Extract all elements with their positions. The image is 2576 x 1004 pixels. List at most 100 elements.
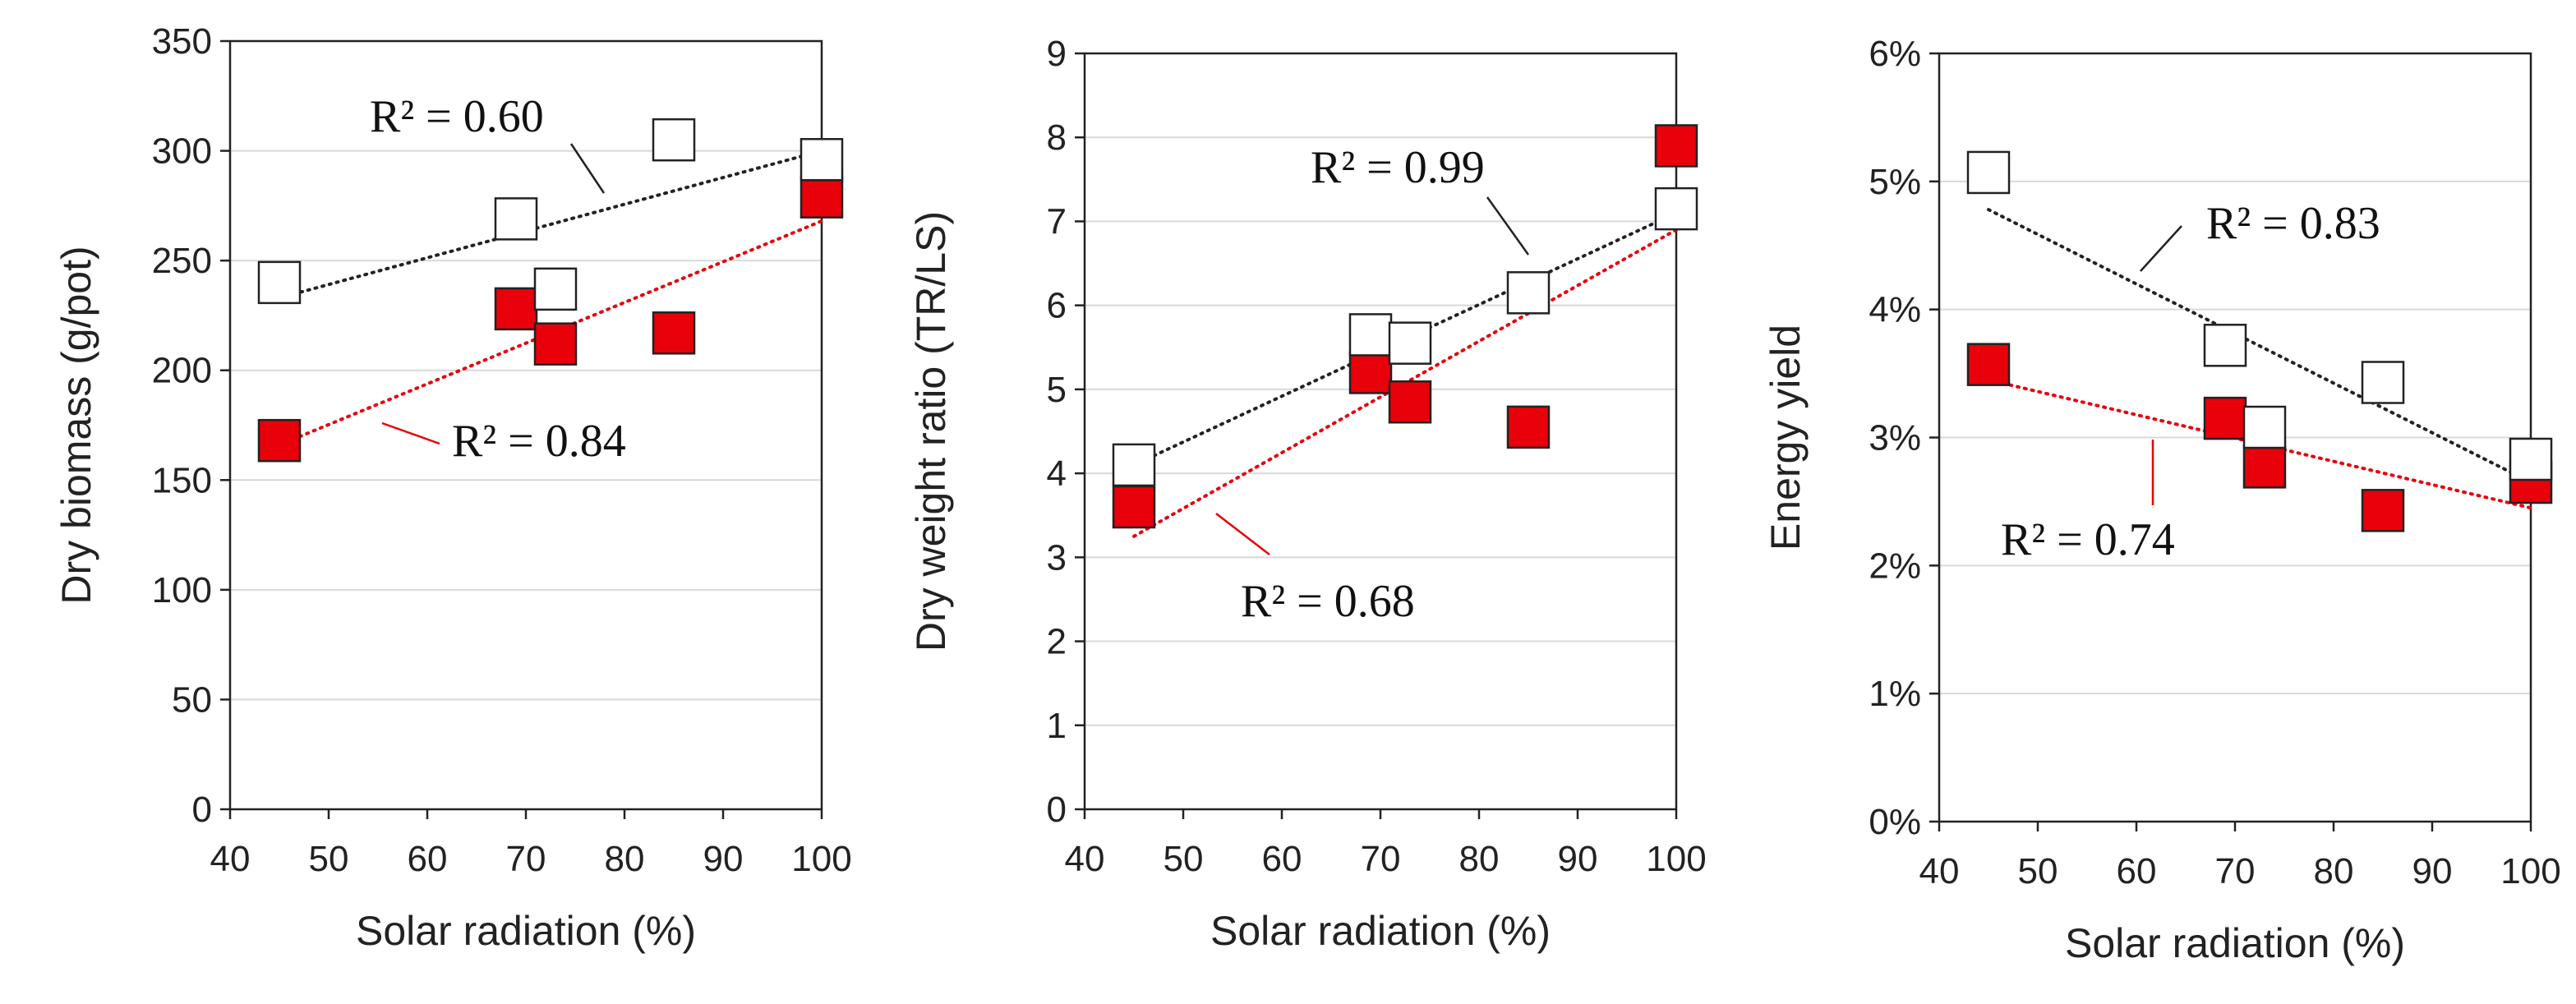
x-axis-label: Solar radiation (%) xyxy=(1210,908,1551,954)
data-point-open xyxy=(1966,150,2011,195)
r2-leader-line xyxy=(2140,225,2182,272)
data-point-filled xyxy=(2242,445,2287,489)
r2-label-filled: R² = 0.84 xyxy=(452,416,626,467)
trendline-filled xyxy=(278,219,823,447)
data-point-filled xyxy=(494,287,538,331)
y-axis-label: Dry biomass (g/pot) xyxy=(53,246,99,604)
x-tick-label: 80 xyxy=(605,839,645,879)
y-tick-label: 5 xyxy=(1047,370,1067,410)
x-tick-label: 60 xyxy=(2117,851,2157,891)
data-point-filled xyxy=(1112,485,1156,529)
data-point-filled xyxy=(533,322,578,366)
y-tick-label: 50 xyxy=(172,679,212,720)
y-tick-label: 0 xyxy=(1047,790,1067,830)
x-tick-label: 100 xyxy=(2500,851,2560,891)
x-axis-label: Solar radiation (%) xyxy=(2065,920,2405,966)
x-tick-label: 50 xyxy=(2018,851,2058,891)
y-tick-label: 7 xyxy=(1047,201,1067,242)
y-tick-label: 0 xyxy=(192,790,212,830)
r2-leader-line xyxy=(381,421,440,445)
x-tick-label: 100 xyxy=(1646,839,1706,879)
x-tick-label: 90 xyxy=(703,839,744,879)
data-point-filled xyxy=(257,418,302,463)
data-point-open xyxy=(533,267,578,311)
data-point-open xyxy=(1348,313,1393,357)
y-tick-label: 1% xyxy=(1869,674,1921,714)
y-tick-label: 3% xyxy=(1869,418,1921,458)
r2-leader-line xyxy=(1215,513,1270,555)
y-tick-label: 5% xyxy=(1869,162,1921,202)
y-tick-label: 6% xyxy=(1869,34,1921,74)
chart-2: 0 1 2 3 4 5 6 7 8 9 40 50 60 70 80 90 100 Solar radiation… xyxy=(908,34,1707,954)
data-point-open xyxy=(2361,361,2405,404)
y-tick-label: 9 xyxy=(1047,34,1067,74)
y-tick-label: 6 xyxy=(1047,286,1067,326)
data-point-filled xyxy=(1388,380,1432,424)
x-tick-label: 80 xyxy=(1459,839,1500,879)
r2-label-open: R² = 0.83 xyxy=(2206,198,2380,249)
data-point-open xyxy=(1506,271,1551,315)
y-tick-label: 4 xyxy=(1047,454,1067,494)
x-tick-label: 70 xyxy=(1361,839,1401,879)
trendline-filled xyxy=(1987,378,2532,510)
chart-3: 0% 1% 2% 3% 4% 5% 6% 40 50 60 70 80 90 100 Solar radia… xyxy=(1763,34,2561,966)
data-point-filled xyxy=(1654,124,1698,168)
r2-label-open: R² = 0.60 xyxy=(370,91,544,142)
data-point-filled xyxy=(1506,405,1551,449)
data-point-filled xyxy=(1348,351,1393,394)
y-tick-label: 2% xyxy=(1869,546,1921,586)
y-tick-label: 100 xyxy=(152,570,212,610)
x-tick-label: 60 xyxy=(1262,839,1302,879)
x-tick-label: 50 xyxy=(1164,839,1204,879)
x-axis-label: Solar radiation (%) xyxy=(356,908,696,954)
y-tick-label: 200 xyxy=(152,351,212,391)
x-tick-label: 40 xyxy=(1919,851,1960,891)
data-point-filled xyxy=(800,175,844,219)
x-tick-label: 80 xyxy=(2314,851,2354,891)
y-tick-label: 150 xyxy=(152,460,212,500)
y-tick-label: 250 xyxy=(152,241,212,281)
data-point-open xyxy=(1654,187,1698,231)
data-point-filled xyxy=(2203,396,2247,440)
x-tick-label: 100 xyxy=(791,839,851,879)
y-tick-label: 1 xyxy=(1047,706,1067,746)
chart-1: 0 50 100 150 200 250 300 350 40 50 60 70 80 90 100 Sola… xyxy=(53,21,852,954)
data-point-open xyxy=(2242,405,2287,449)
data-point-open xyxy=(2203,324,2247,367)
y-axis-label: Dry weight ratio (TR/LS) xyxy=(908,211,954,652)
y-tick-label: 8 xyxy=(1047,117,1067,158)
y-tick-label: 300 xyxy=(152,131,212,172)
data-point-open xyxy=(652,117,696,162)
data-point-open xyxy=(2509,437,2553,481)
r2-leader-line xyxy=(1486,196,1530,256)
y-tick-label: 0% xyxy=(1869,802,1921,842)
x-tick-label: 70 xyxy=(2215,851,2256,891)
r2-leader-line xyxy=(569,143,606,194)
y-tick-label: 2 xyxy=(1047,622,1067,662)
x-tick-label: 60 xyxy=(408,839,448,879)
data-point-filled xyxy=(1966,343,2011,386)
r2-label-filled: R² = 0.68 xyxy=(1241,576,1415,627)
data-point-open xyxy=(257,260,302,305)
x-tick-label: 50 xyxy=(309,839,349,879)
r2-label-open: R² = 0.99 xyxy=(1311,142,1485,193)
trendline-open xyxy=(1987,208,2532,485)
data-point-open xyxy=(800,138,844,182)
x-tick-label: 70 xyxy=(506,839,546,879)
trendline-open xyxy=(278,149,823,300)
data-point-filled xyxy=(2361,489,2405,532)
y-tick-label: 3 xyxy=(1047,537,1067,578)
data-point-filled xyxy=(652,311,696,355)
y-axis-label: Energy yield xyxy=(1763,325,1809,550)
data-point-open xyxy=(1112,443,1156,487)
x-tick-label: 90 xyxy=(2412,851,2453,891)
y-tick-label: 350 xyxy=(152,21,212,62)
x-tick-label: 40 xyxy=(210,839,251,879)
x-tick-label: 90 xyxy=(1558,839,1598,879)
x-tick-label: 40 xyxy=(1065,839,1105,879)
data-point-open xyxy=(1388,321,1432,365)
data-point-open xyxy=(494,197,538,241)
y-tick-label: 4% xyxy=(1869,290,1921,330)
r2-label-filled: R² = 0.74 xyxy=(2001,514,2175,565)
